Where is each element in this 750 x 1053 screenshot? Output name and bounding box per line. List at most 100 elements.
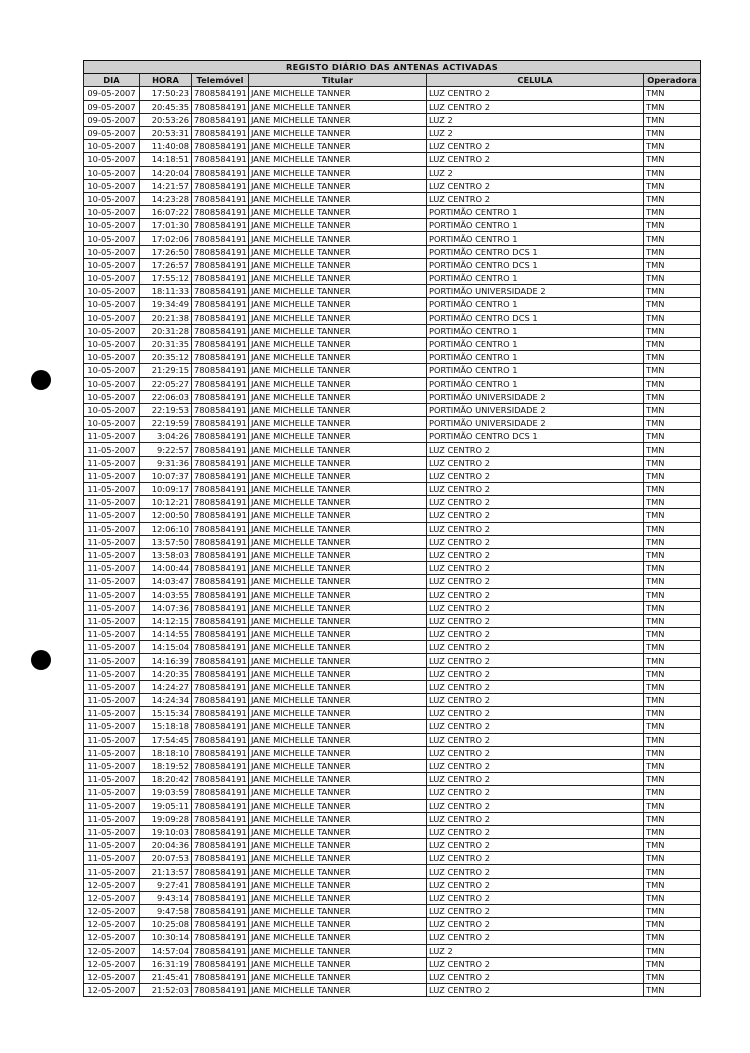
cell-celula: PORTIMÃO CENTRO DCS 1 — [426, 310, 644, 325]
cell-dia: 11-05-2007 — [83, 561, 140, 576]
table-row: 10-05-2007 19:34:49 7808584191 JANE MICHELL… — [83, 297, 702, 312]
cell-titular: JANE MICHELLE TANNER — [248, 455, 427, 470]
cell-hora: 19:10:03 — [139, 824, 192, 840]
table-row: 11-05-2007 14:24:27 7808584191 JANE MICHELL… — [83, 679, 702, 695]
cell-hora: 17:02:06 — [139, 231, 192, 246]
cell-operadora: TMN — [642, 838, 702, 853]
cell-telemovel: 7808584191 — [191, 732, 249, 747]
cell-titular: JANE MICHELLE TANNER — [248, 574, 427, 589]
cell-titular: JANE MICHELLE TANNER — [248, 877, 427, 892]
cell-dia: 10-05-2007 — [83, 350, 140, 365]
cell-titular: JANE MICHELLE TANNER — [248, 402, 427, 418]
table-row: 10-05-2007 21:29:15 7808584191 JANE MICHELL… — [83, 363, 702, 378]
cell-hora: 9:43:14 — [139, 890, 192, 906]
cell-operadora: TMN — [642, 297, 702, 312]
cell-dia: 10-05-2007 — [83, 310, 140, 325]
cell-operadora: TMN — [642, 640, 702, 655]
cell-hora: 14:21:57 — [139, 178, 192, 193]
cell-operadora: TMN — [642, 877, 702, 892]
cell-telemovel: 7808584191 — [191, 284, 249, 299]
cell-operadora: TMN — [642, 890, 702, 906]
cell-telemovel: 7808584191 — [191, 376, 249, 391]
cell-telemovel: 7808584191 — [191, 666, 249, 681]
column-header-telemovel: Telemóvel — [191, 73, 249, 88]
table-row: 11-05-2007 17:54:45 7808584191 JANE MICHELL… — [83, 732, 702, 747]
cell-celula: LUZ CENTRO 2 — [426, 574, 644, 589]
table-row: 11-05-2007 18:18:10 7808584191 JANE MICHELL… — [83, 745, 702, 760]
cell-celula: LUZ CENTRO 2 — [426, 627, 644, 642]
table-row: 11-05-2007 18:20:42 7808584191 JANE MICHELL… — [83, 772, 702, 787]
table-row: 11-05-2007 14:03:47 7808584191 JANE MICHELL… — [83, 574, 702, 589]
cell-celula: PORTIMÃO CENTRO 1 — [426, 231, 644, 246]
cell-hora: 17:55:12 — [139, 270, 192, 286]
cell-telemovel: 7808584191 — [191, 587, 249, 602]
cell-telemovel: 7808584191 — [191, 363, 249, 378]
table-row: 11-05-2007 15:15:34 7808584191 JANE MICHELL… — [83, 706, 702, 721]
cell-celula: PORTIMÃO CENTRO DCS 1 — [426, 244, 644, 259]
cell-telemovel: 7808584191 — [191, 600, 249, 615]
cell-hora: 14:16:39 — [139, 653, 192, 668]
table-row: 12-05-2007 10:30:14 7808584191 JANE MICHELL… — [83, 930, 702, 945]
table-row: 11-05-2007 3:04:26 7808584191 JANE MICHELLE… — [83, 429, 702, 444]
cell-dia: 10-05-2007 — [83, 297, 140, 312]
cell-operadora: TMN — [642, 917, 702, 932]
cell-dia: 09-05-2007 — [83, 86, 140, 101]
cell-dia: 11-05-2007 — [83, 706, 140, 721]
cell-titular: JANE MICHELLE TANNER — [248, 719, 427, 734]
cell-dia: 11-05-2007 — [83, 495, 140, 510]
cell-dia: 10-05-2007 — [83, 416, 140, 431]
cell-celula: LUZ CENTRO 2 — [426, 191, 644, 207]
table-row: 11-05-2007 12:00:50 7808584191 JANE MICHELL… — [83, 508, 702, 523]
cell-titular: JANE MICHELLE TANNER — [248, 244, 427, 259]
cell-celula: PORTIMÃO CENTRO 1 — [426, 218, 644, 233]
cell-celula: LUZ CENTRO 2 — [426, 692, 644, 708]
cell-operadora: TMN — [642, 350, 702, 365]
cell-telemovel: 7808584191 — [191, 627, 249, 642]
cell-dia: 11-05-2007 — [83, 653, 140, 668]
cell-dia: 11-05-2007 — [83, 534, 140, 549]
cell-hora: 21:13:57 — [139, 864, 192, 879]
cell-telemovel: 7808584191 — [191, 205, 249, 220]
table-row: 11-05-2007 13:58:03 7808584191 JANE MICHELL… — [83, 547, 702, 563]
cell-operadora: TMN — [642, 310, 702, 325]
cell-celula: LUZ CENTRO 2 — [426, 983, 644, 998]
cell-hora: 14:24:27 — [139, 679, 192, 695]
cell-celula: PORTIMÃO CENTRO 1 — [426, 297, 644, 312]
cell-dia: 12-05-2007 — [83, 903, 140, 919]
cell-dia: 11-05-2007 — [83, 824, 140, 840]
cell-celula: PORTIMÃO CENTRO 1 — [426, 270, 644, 286]
cell-hora: 13:58:03 — [139, 547, 192, 563]
cell-celula: LUZ CENTRO 2 — [426, 534, 644, 549]
cell-telemovel: 7808584191 — [191, 112, 249, 127]
cell-telemovel: 7808584191 — [191, 521, 249, 536]
cell-hora: 22:05:27 — [139, 376, 192, 391]
cell-operadora: TMN — [642, 679, 702, 695]
cell-dia: 10-05-2007 — [83, 323, 140, 338]
cell-titular: JANE MICHELLE TANNER — [248, 917, 427, 932]
cell-hora: 10:12:21 — [139, 495, 192, 510]
cell-operadora: TMN — [642, 851, 702, 866]
cell-titular: JANE MICHELLE TANNER — [248, 495, 427, 510]
cell-titular: JANE MICHELLE TANNER — [248, 218, 427, 233]
table-row: 11-05-2007 14:16:39 7808584191 JANE MICHELL… — [83, 653, 702, 668]
cell-telemovel: 7808584191 — [191, 495, 249, 510]
cell-celula: LUZ CENTRO 2 — [426, 930, 644, 945]
cell-dia: 11-05-2007 — [83, 640, 140, 655]
cell-titular: JANE MICHELLE TANNER — [248, 389, 427, 404]
table-row: 11-05-2007 14:07:36 7808584191 JANE MICHELL… — [83, 600, 702, 615]
cell-titular: JANE MICHELLE TANNER — [248, 534, 427, 549]
cell-telemovel: 7808584191 — [191, 416, 249, 431]
cell-hora: 17:54:45 — [139, 732, 192, 747]
cell-dia: 11-05-2007 — [83, 719, 140, 734]
punch-hole — [31, 370, 51, 390]
cell-operadora: TMN — [642, 627, 702, 642]
table-row: 11-05-2007 14:00:44 7808584191 JANE MICHELL… — [83, 561, 702, 576]
cell-titular: JANE MICHELLE TANNER — [248, 112, 427, 127]
cell-operadora: TMN — [642, 613, 702, 629]
punch-hole — [31, 650, 51, 670]
cell-celula: LUZ CENTRO 2 — [426, 613, 644, 629]
cell-operadora: TMN — [642, 864, 702, 879]
cell-titular: JANE MICHELLE TANNER — [248, 772, 427, 787]
cell-titular: JANE MICHELLE TANNER — [248, 851, 427, 866]
cell-dia: 11-05-2007 — [83, 811, 140, 826]
